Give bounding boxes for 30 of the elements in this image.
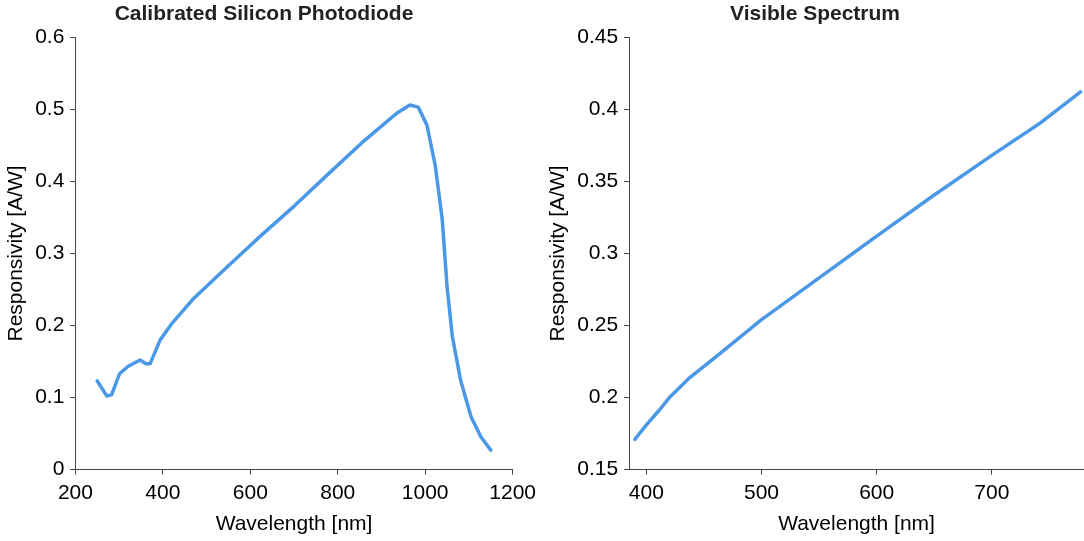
chart-title: Calibrated Silicon Photodiode — [114, 1, 414, 25]
y-tick-label: 0.5 — [35, 96, 65, 120]
x-axis-title: Wavelength [nm] — [215, 511, 373, 535]
y-tick-label: 0.35 — [577, 168, 619, 192]
y-axis-title: Responsivity [A/W] — [3, 165, 27, 342]
chart-title: Visible Spectrum — [729, 1, 901, 25]
y-tick-label: 0.4 — [588, 96, 619, 120]
y-tick-label: 0.1 — [35, 384, 65, 408]
x-axis-title: Wavelength [nm] — [778, 511, 935, 535]
x-tick-label: 800 — [320, 480, 356, 503]
x-tick-label: 400 — [628, 480, 664, 503]
y-tick-label: 0.3 — [588, 240, 619, 264]
y-tick-label: 0 — [52, 456, 65, 480]
x-tick-label: 600 — [859, 480, 895, 503]
x-tick-label: 500 — [744, 480, 780, 503]
y-tick-label: 0.3 — [35, 240, 65, 264]
x-tick-label: 700 — [974, 480, 1010, 503]
x-tick-label: 1000 — [401, 480, 449, 503]
y-tick-label: 0.4 — [35, 168, 65, 192]
y-tick-label: 0.2 — [588, 384, 619, 408]
y-axis-title: Responsivity [A/W] — [545, 165, 569, 342]
y-tick-label: 0.25 — [577, 312, 619, 336]
x-tick-label: 600 — [232, 480, 268, 503]
x-tick-label: 200 — [57, 480, 93, 503]
y-tick-label: 0.15 — [577, 456, 619, 480]
y-tick-label: 0.6 — [35, 24, 65, 47]
y-tick-label: 0.45 — [577, 24, 619, 47]
y-tick-label: 0.2 — [35, 312, 65, 336]
x-tick-label: 1200 — [489, 480, 536, 503]
x-tick-label: 400 — [145, 480, 181, 503]
